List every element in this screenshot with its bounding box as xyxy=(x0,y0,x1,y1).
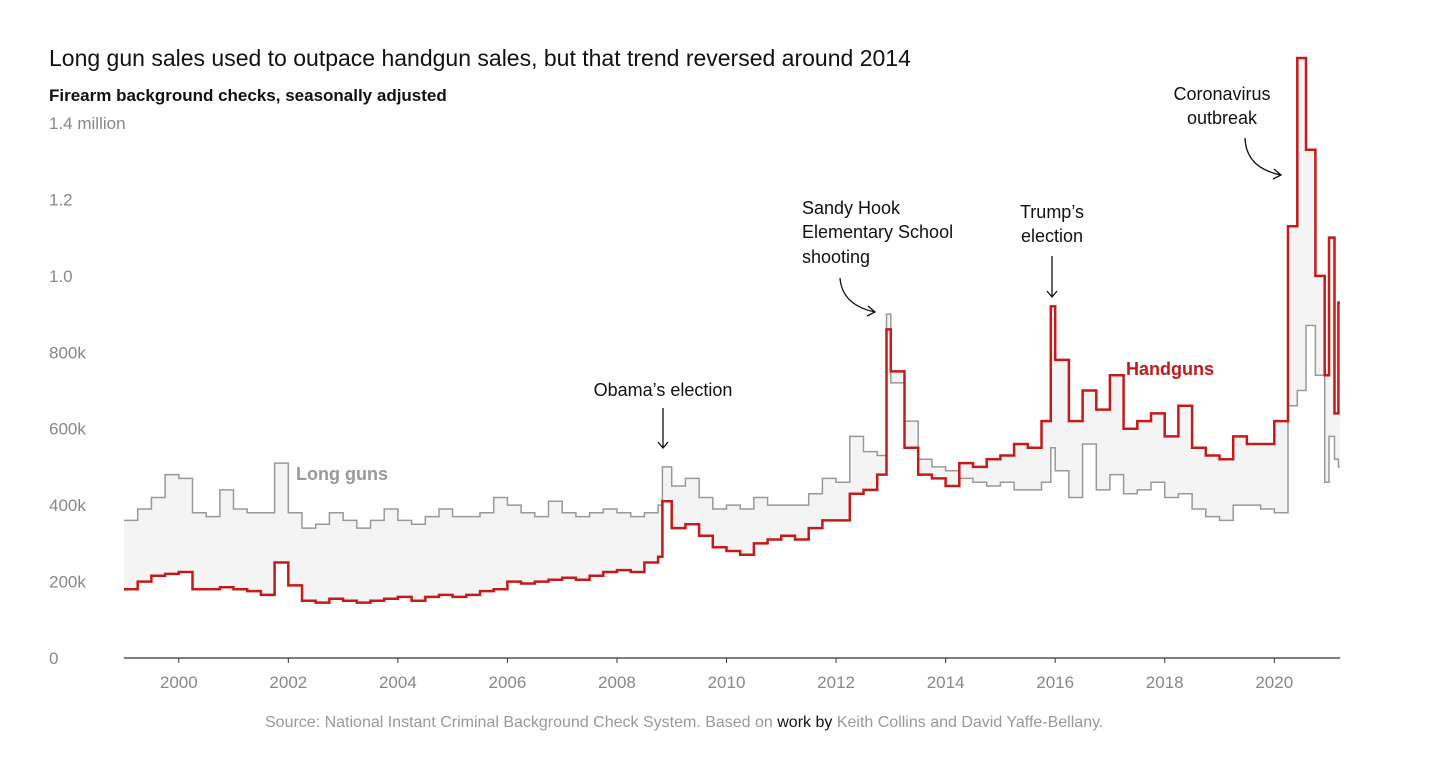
x-tick-label: 2020 xyxy=(1255,673,1293,692)
x-tick-label: 2000 xyxy=(160,673,198,692)
x-tick-label: 2008 xyxy=(598,673,636,692)
source-text: Keith Collins and David Yaffe-Bellany. xyxy=(832,714,1104,731)
series-label: Long guns xyxy=(296,464,388,484)
y-tick-label: 1.0 xyxy=(49,267,73,286)
x-tick-label: 2010 xyxy=(708,673,746,692)
annotations: Obama’s election Sandy Hook Elementary S… xyxy=(594,84,1283,450)
plot-area: 0 200k 400k 600k 800k 1.0 1.2 1.4 million 2000 20… xyxy=(49,56,1340,692)
x-tick-label: 2012 xyxy=(817,673,855,692)
x-tick-label: 2004 xyxy=(379,673,417,692)
x-tick-label: 2016 xyxy=(1036,673,1074,692)
annotation-text: Obama’s election xyxy=(594,380,733,400)
source-link[interactable]: work by xyxy=(777,714,833,731)
x-tick-label: 2002 xyxy=(269,673,307,692)
series-label: Handguns xyxy=(1126,359,1214,379)
series-line xyxy=(124,56,1340,604)
annotation-text: shooting xyxy=(802,247,870,267)
annotation-text: Coronavirus xyxy=(1173,84,1270,104)
annotation-text: Trump’s xyxy=(1020,202,1084,222)
x-tick-label: 2018 xyxy=(1146,673,1184,692)
annotation-arrow xyxy=(839,277,877,317)
annotation-text: Sandy Hook xyxy=(802,198,901,218)
x-tick-label: 2006 xyxy=(489,673,527,692)
band-fill xyxy=(124,58,1340,603)
y-tick-label: 200k xyxy=(49,573,86,592)
source-note: Source: National Instant Criminal Backgr… xyxy=(265,711,1145,735)
x-tick-label: 2014 xyxy=(927,673,965,692)
y-tick-label: 600k xyxy=(49,420,86,439)
annotation-text: outbreak xyxy=(1187,108,1258,128)
y-tick-label: 1.2 xyxy=(49,190,73,209)
y-tick-label: 0 xyxy=(49,649,58,668)
annotation-arrow xyxy=(657,408,669,450)
chart-title: Long gun sales used to outpace handgun s… xyxy=(49,45,911,71)
y-tick-label: 1.4 million xyxy=(49,114,126,133)
chart: Long gun sales used to outpace handgun s… xyxy=(49,45,1340,692)
source-text: Source: National Instant Criminal Backgr… xyxy=(265,714,778,731)
series-line xyxy=(124,313,1340,529)
y-tick-label: 800k xyxy=(49,343,86,362)
y-tick-label: 400k xyxy=(49,496,86,515)
annotation-text: Elementary School xyxy=(802,222,953,242)
chart-subtitle: Firearm background checks, seasonally ad… xyxy=(49,86,447,105)
annotation-text: election xyxy=(1021,226,1083,246)
annotation-arrow xyxy=(1046,256,1058,299)
annotation-arrow xyxy=(1244,137,1283,180)
